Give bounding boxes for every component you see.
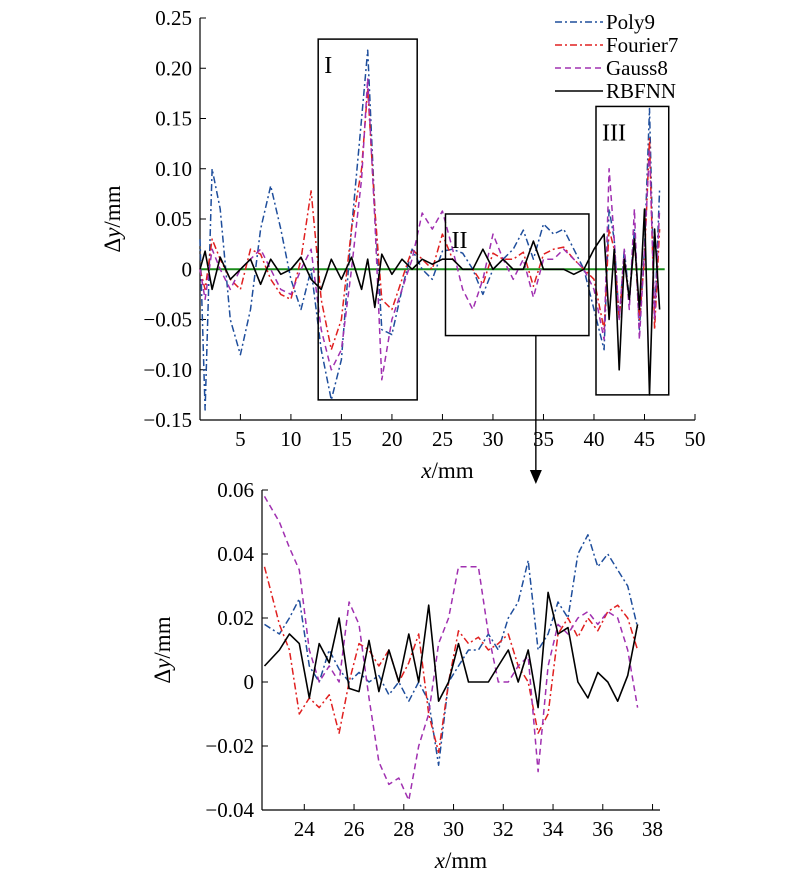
x-tick-label: 40 bbox=[583, 427, 604, 451]
x-axis-label: x/mm bbox=[434, 848, 487, 873]
y-tick-label: 0.05 bbox=[155, 207, 192, 231]
x-tick-label: 10 bbox=[280, 427, 301, 451]
y-tick-label: −0.04 bbox=[205, 798, 254, 822]
y-tick-label: 0.02 bbox=[217, 606, 254, 630]
y-axis-label: Δy/mm bbox=[150, 616, 175, 683]
x-tick-label: 28 bbox=[393, 817, 414, 841]
y-tick-label: −0.02 bbox=[205, 734, 254, 758]
y-tick-label: −0.15 bbox=[143, 408, 192, 432]
x-tick-label: 26 bbox=[344, 817, 365, 841]
y-tick-label: 0.10 bbox=[155, 157, 192, 181]
y-tick-label: −0.05 bbox=[143, 308, 192, 332]
region-label-iii: III bbox=[602, 120, 626, 146]
y-tick-label: 0.25 bbox=[155, 6, 192, 30]
x-tick-label: 34 bbox=[543, 817, 565, 841]
y-tick-label: 0.20 bbox=[155, 56, 192, 80]
region-box-i bbox=[317, 38, 418, 401]
series-rbfnn-line bbox=[263, 591, 639, 709]
region-box-ii bbox=[444, 213, 590, 337]
series-fourier7-line bbox=[199, 87, 661, 351]
x-tick-label: 25 bbox=[432, 427, 453, 451]
legend-label-fourier7: Fourier7 bbox=[606, 33, 678, 57]
y-tick-label: 0.06 bbox=[217, 478, 254, 502]
x-axis-label: x/mm bbox=[420, 458, 473, 483]
x-tick-label: 30 bbox=[482, 427, 503, 451]
legend-label-gauss8: Gauss8 bbox=[606, 56, 668, 80]
legend-label-rbfnn: RBFNN bbox=[606, 79, 676, 103]
x-tick-label: 20 bbox=[381, 427, 402, 451]
x-tick-label: 36 bbox=[592, 817, 613, 841]
x-tick-label: 38 bbox=[642, 817, 663, 841]
x-tick-label: 50 bbox=[685, 427, 706, 451]
y-tick-label: 0 bbox=[244, 670, 255, 694]
series-poly9-line bbox=[264, 534, 639, 766]
y-tick-label: 0.15 bbox=[155, 107, 192, 131]
series-rbfnn-line bbox=[199, 208, 661, 396]
x-tick-label: 15 bbox=[331, 427, 352, 451]
top-plot: −0.15 −0.10 −0.05 0 0.05 0.10 0.15 0.20 0.25 5 10 1… bbox=[100, 6, 706, 483]
y-tick-label: −0.10 bbox=[143, 358, 192, 382]
x-tick-label: 5 bbox=[235, 427, 246, 451]
series-fourier7-line bbox=[263, 566, 639, 754]
x-tick-label: 24 bbox=[294, 817, 316, 841]
zoom-arrow-head bbox=[529, 470, 542, 484]
region-box-iii bbox=[595, 105, 670, 396]
bottom-plot: −0.04 −0.02 0 0.02 0.04 0.06 24 26 28 30 32 34 36 38 x… bbox=[150, 478, 663, 873]
x-tick-label: 30 bbox=[443, 817, 464, 841]
region-label-i: I bbox=[324, 53, 332, 79]
y-tick-label: 0.04 bbox=[217, 542, 254, 566]
y-tick-label: 0 bbox=[182, 257, 193, 281]
x-tick-label: 35 bbox=[533, 427, 554, 451]
x-tick-label: 45 bbox=[634, 427, 655, 451]
series-poly9-line bbox=[199, 49, 661, 411]
y-axis-label: Δy/mm bbox=[100, 185, 125, 252]
region-label-ii: II bbox=[451, 228, 467, 254]
series-gauss8-line bbox=[263, 496, 639, 802]
series-gauss8-line bbox=[199, 77, 661, 381]
legend-label-poly9: Poly9 bbox=[606, 10, 655, 34]
x-tick-label: 32 bbox=[493, 817, 514, 841]
